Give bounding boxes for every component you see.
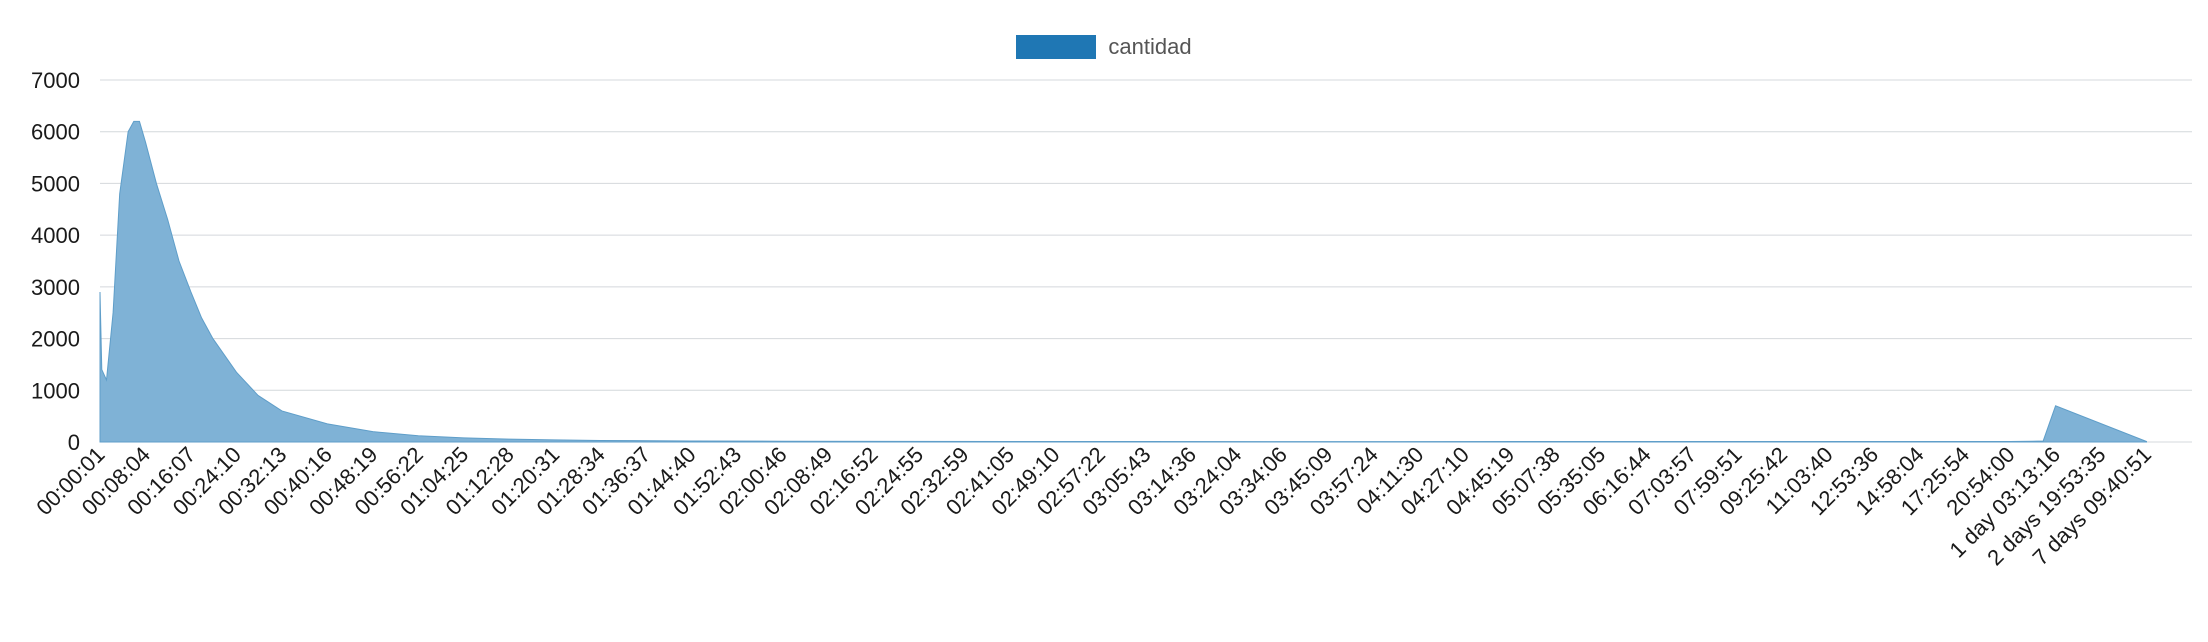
y-tick-label: 0	[68, 430, 80, 455]
y-tick-label: 2000	[31, 327, 80, 352]
legend[interactable]: cantidad	[0, 34, 2208, 60]
y-tick-label: 4000	[31, 223, 80, 248]
legend-swatch	[1016, 35, 1097, 59]
y-tick-label: 1000	[31, 378, 80, 403]
y-tick-label: 5000	[31, 171, 80, 196]
y-tick-label: 3000	[31, 275, 80, 300]
series-area-cantidad[interactable]	[99, 120, 2148, 443]
y-tick-label: 6000	[31, 120, 80, 145]
y-tick-label: 7000	[31, 68, 80, 93]
legend-label: cantidad	[1108, 34, 1192, 59]
